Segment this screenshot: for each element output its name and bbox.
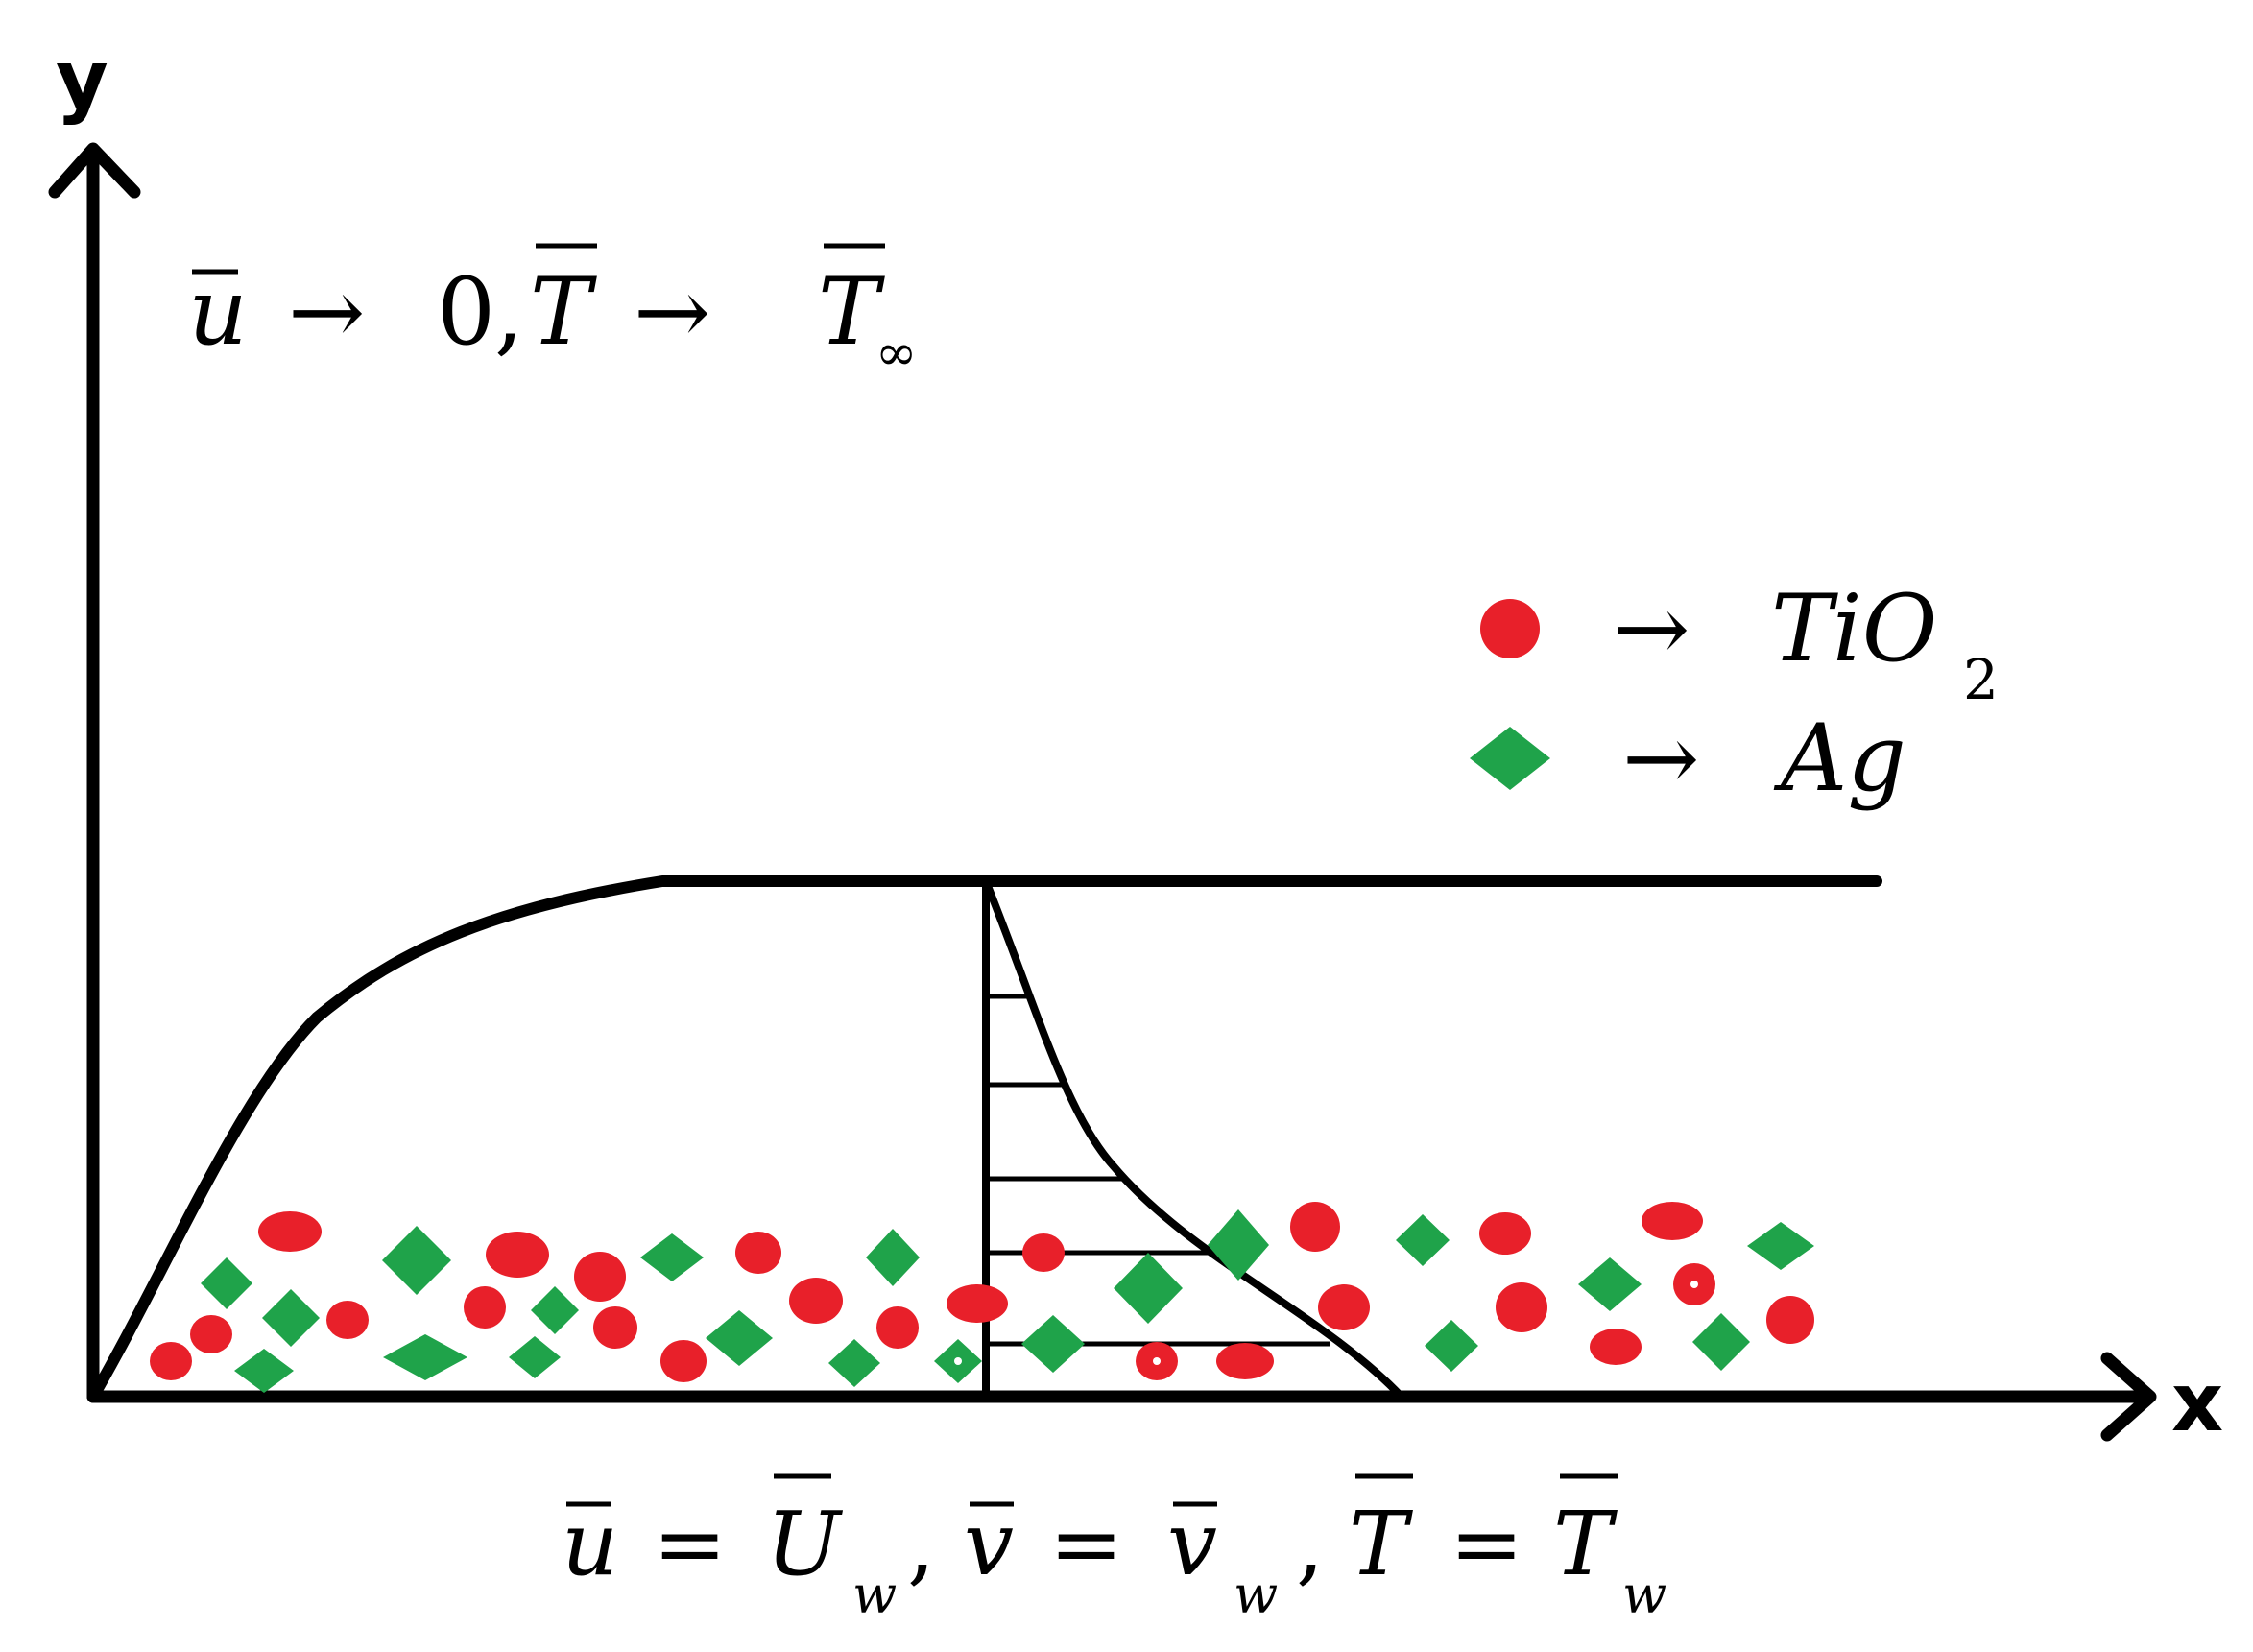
wall-eq-3: = bbox=[1450, 1493, 1523, 1595]
wall-symbol-v-w: v bbox=[1167, 1493, 1217, 1595]
tio2-particle bbox=[486, 1232, 549, 1278]
symbol-T: T bbox=[530, 258, 597, 366]
legend-tio2-subscript: 2 bbox=[1963, 647, 1999, 712]
symbol-u: u bbox=[188, 258, 248, 366]
ag-particle bbox=[1114, 1253, 1183, 1324]
tio2-particle bbox=[1642, 1202, 1703, 1240]
ag-particles bbox=[201, 727, 1814, 1393]
tio2-particle bbox=[947, 1284, 1008, 1323]
particle-highlight bbox=[1690, 1281, 1698, 1288]
tio2-particle bbox=[789, 1278, 843, 1324]
wall-symbol-T-w: T bbox=[1553, 1493, 1618, 1595]
tio2-particle bbox=[574, 1252, 626, 1302]
ag-particle bbox=[531, 1286, 579, 1334]
particle-highlights bbox=[954, 1281, 1698, 1365]
y-axis-arrowhead bbox=[48, 142, 141, 199]
symbol-T-inf: T bbox=[818, 258, 885, 366]
x-axis-label: x bbox=[2171, 1355, 2223, 1449]
ag-particle bbox=[201, 1257, 252, 1309]
tio2-particle bbox=[1590, 1329, 1642, 1365]
wall-subscript-w3: w bbox=[1622, 1565, 1666, 1625]
wall-comma-2: , bbox=[1296, 1493, 1324, 1595]
ag-particle bbox=[1425, 1320, 1478, 1372]
wall-eq-1: = bbox=[653, 1493, 727, 1595]
ag-particle bbox=[262, 1289, 320, 1347]
tio2-particle bbox=[1496, 1282, 1547, 1332]
tio2-particle bbox=[1216, 1343, 1274, 1379]
ag-particle bbox=[1747, 1222, 1814, 1270]
tio2-particle bbox=[1766, 1296, 1814, 1344]
x-axis-arrowhead bbox=[2100, 1352, 2157, 1442]
ag-particle bbox=[640, 1233, 704, 1281]
ag-particle bbox=[1208, 1209, 1269, 1281]
legend-ag-label: Ag bbox=[1773, 705, 1906, 812]
wall-symbol-u: u bbox=[562, 1493, 618, 1595]
axes: y x bbox=[48, 33, 2223, 1449]
ag-particle bbox=[1021, 1315, 1085, 1373]
arrow-to-zero: → bbox=[288, 258, 365, 366]
ag-particle bbox=[1692, 1313, 1750, 1371]
comma-top: , bbox=[494, 258, 524, 366]
legend: → TiO 2 → Ag bbox=[1613, 575, 1999, 812]
tio2-particles bbox=[150, 599, 1814, 1382]
wall-symbol-v: v bbox=[964, 1493, 1014, 1595]
tio2-particle bbox=[876, 1306, 919, 1349]
ag-particle bbox=[234, 1349, 294, 1393]
value-zero: 0 bbox=[437, 258, 495, 366]
tio2-particle bbox=[1480, 599, 1540, 658]
y-axis-label: y bbox=[56, 33, 108, 127]
wall-subscript-w1: w bbox=[852, 1565, 897, 1625]
arrow-to-T-inf: → bbox=[634, 258, 710, 366]
particle-highlight bbox=[954, 1357, 962, 1365]
free-stream-condition: u → 0 , T → T ∞ bbox=[188, 243, 917, 382]
tio2-particle bbox=[258, 1211, 322, 1252]
tio2-particle bbox=[1479, 1212, 1531, 1255]
tio2-particle bbox=[1290, 1202, 1340, 1252]
ag-particle bbox=[866, 1229, 920, 1286]
tio2-particle bbox=[1318, 1284, 1370, 1330]
tio2-particle bbox=[326, 1301, 369, 1339]
ag-particle bbox=[1578, 1257, 1642, 1311]
ag-particle bbox=[1470, 727, 1550, 790]
tio2-particle bbox=[735, 1232, 781, 1274]
legend-tio2-label: TiO bbox=[1771, 575, 1937, 682]
tio2-particle bbox=[1022, 1233, 1065, 1272]
legend-tio2-arrow: → bbox=[1613, 575, 1690, 682]
boundary-layer-edge-curve bbox=[87, 875, 1882, 1402]
ag-particle bbox=[828, 1339, 880, 1387]
subscript-infinity: ∞ bbox=[875, 324, 917, 382]
wall-condition: u = U w , v = v w , T = T w bbox=[562, 1473, 1666, 1625]
tio2-particle bbox=[190, 1315, 232, 1353]
wall-comma-1: , bbox=[907, 1493, 935, 1595]
tio2-particle bbox=[593, 1306, 637, 1349]
wall-symbol-U: U bbox=[766, 1493, 844, 1595]
tio2-particle bbox=[464, 1286, 506, 1329]
ag-particle bbox=[509, 1336, 561, 1378]
ag-particle bbox=[1396, 1214, 1450, 1266]
tio2-particle bbox=[660, 1340, 707, 1382]
wall-subscript-w2: w bbox=[1234, 1565, 1278, 1625]
wall-symbol-T: T bbox=[1349, 1493, 1413, 1595]
ag-particle bbox=[382, 1226, 451, 1295]
ag-particle bbox=[383, 1334, 467, 1380]
wall-eq-2: = bbox=[1049, 1493, 1123, 1595]
legend-ag-arrow: → bbox=[1622, 705, 1699, 812]
tio2-particle bbox=[150, 1342, 192, 1380]
ag-particle bbox=[706, 1310, 773, 1366]
particle-highlight bbox=[1153, 1357, 1161, 1365]
